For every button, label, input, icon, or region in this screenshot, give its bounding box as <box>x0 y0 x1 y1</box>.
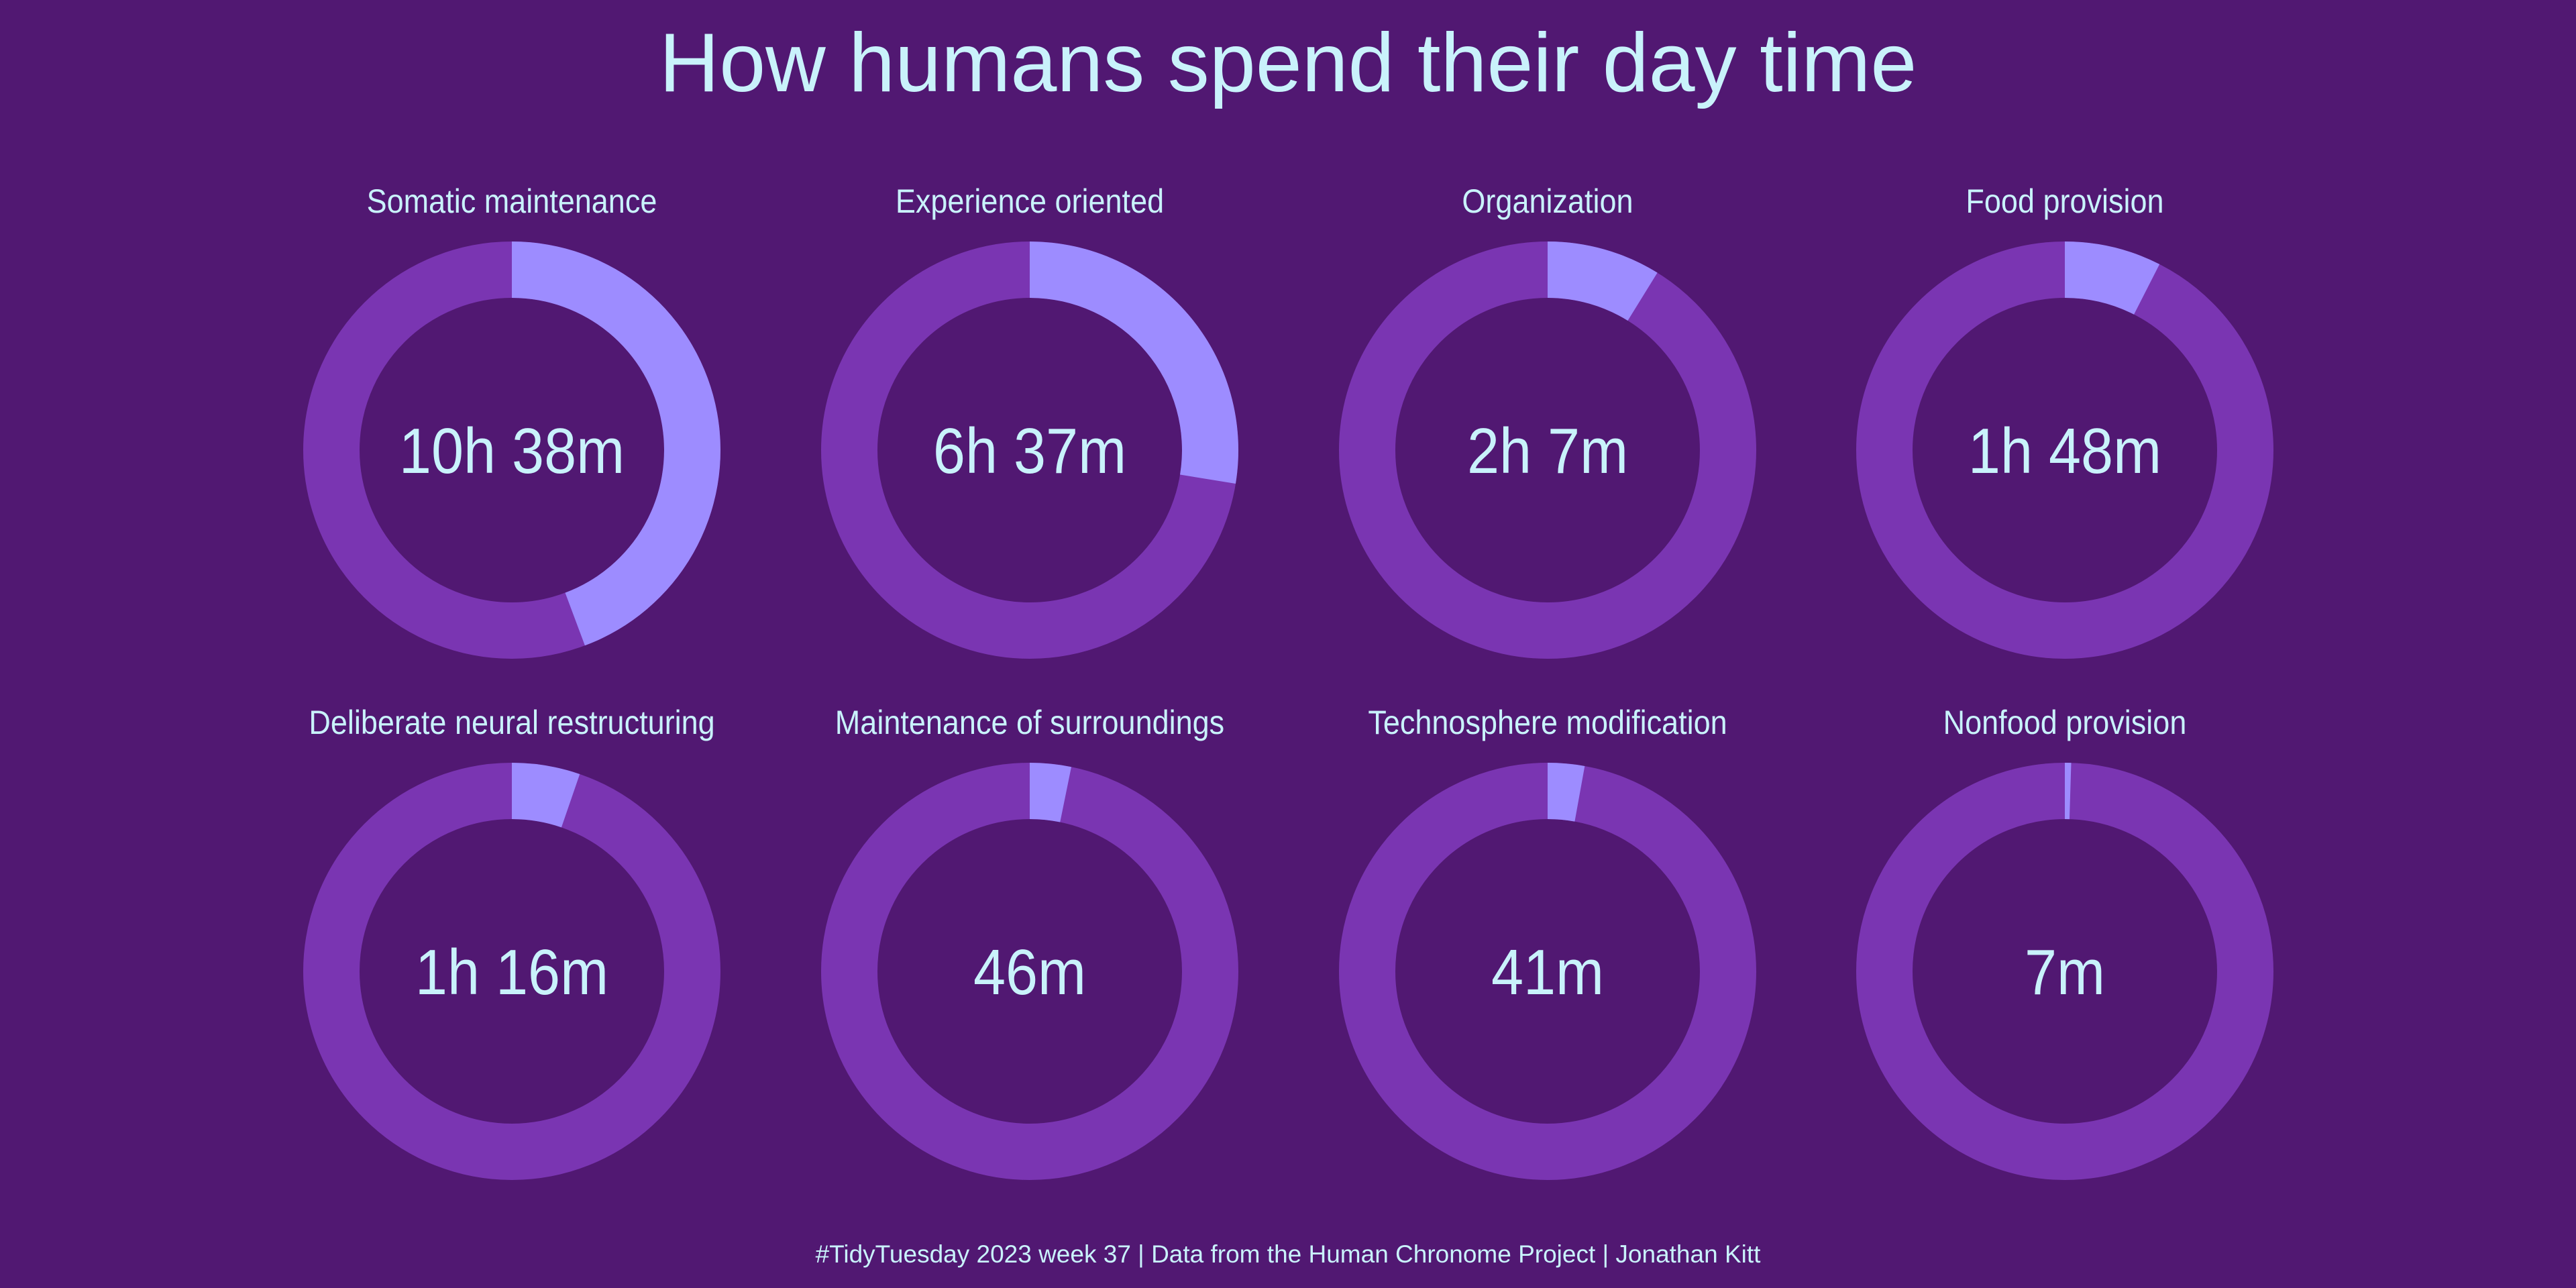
donut-food-provision: 1h 48m <box>1856 241 2273 659</box>
donut-value-maintenance-of-surroundings: 46m <box>973 936 1086 1008</box>
panel-title-maintenance-of-surroundings: Maintenance of surroundings <box>835 704 1225 741</box>
donut-slice-somatic-maintenance <box>512 241 721 646</box>
donut-slice-nonfood-provision <box>2065 763 2072 820</box>
donut-slice-maintenance-of-surroundings <box>1030 763 1072 822</box>
donut-slice-experience-oriented <box>1030 241 1238 484</box>
donut-slice-organization <box>1548 241 1658 321</box>
donut-technosphere-modification: 41m <box>1339 763 1756 1180</box>
donut-slice-technosphere-modification <box>1548 763 1585 822</box>
donut-slice-deliberate-neural-restructuring <box>512 763 580 828</box>
panel-title-technosphere-modification: Technosphere modification <box>1368 704 1727 741</box>
donut-value-experience-oriented: 6h 37m <box>933 415 1126 487</box>
donut-organization: 2h 7m <box>1339 241 1756 659</box>
donut-deliberate-neural-restructuring: 1h 16m <box>303 763 720 1180</box>
panel-title-somatic-maintenance: Somatic maintenance <box>366 182 657 220</box>
donut-somatic-maintenance: 10h 38m <box>303 241 721 659</box>
panel-title-deliberate-neural-restructuring: Deliberate neural restructuring <box>309 704 715 741</box>
panel-title-food-provision: Food provision <box>1966 182 2164 220</box>
donut-experience-oriented: 6h 37m <box>821 241 1238 659</box>
panel-title-experience-oriented: Experience oriented <box>895 182 1165 220</box>
donut-value-deliberate-neural-restructuring: 1h 16m <box>415 936 608 1008</box>
panel-title-nonfood-provision: Nonfood provision <box>1943 704 2187 741</box>
panel-title-organization: Organization <box>1462 182 1633 220</box>
donut-nonfood-provision: 7m <box>1856 763 2273 1180</box>
donut-value-organization: 2h 7m <box>1467 415 1628 487</box>
donut-value-technosphere-modification: 41m <box>1491 936 1604 1008</box>
donut-value-food-provision: 1h 48m <box>1968 415 2161 487</box>
donut-value-somatic-maintenance: 10h 38m <box>399 415 625 487</box>
chart-title: How humans spend their day time <box>659 17 1917 109</box>
donut-value-nonfood-provision: 7m <box>2025 936 2105 1008</box>
donut-maintenance-of-surroundings: 46m <box>821 763 1238 1180</box>
donut-slice-food-provision <box>2065 241 2160 315</box>
chart-caption: #TidyTuesday 2023 week 37 | Data from th… <box>815 1240 1761 1268</box>
